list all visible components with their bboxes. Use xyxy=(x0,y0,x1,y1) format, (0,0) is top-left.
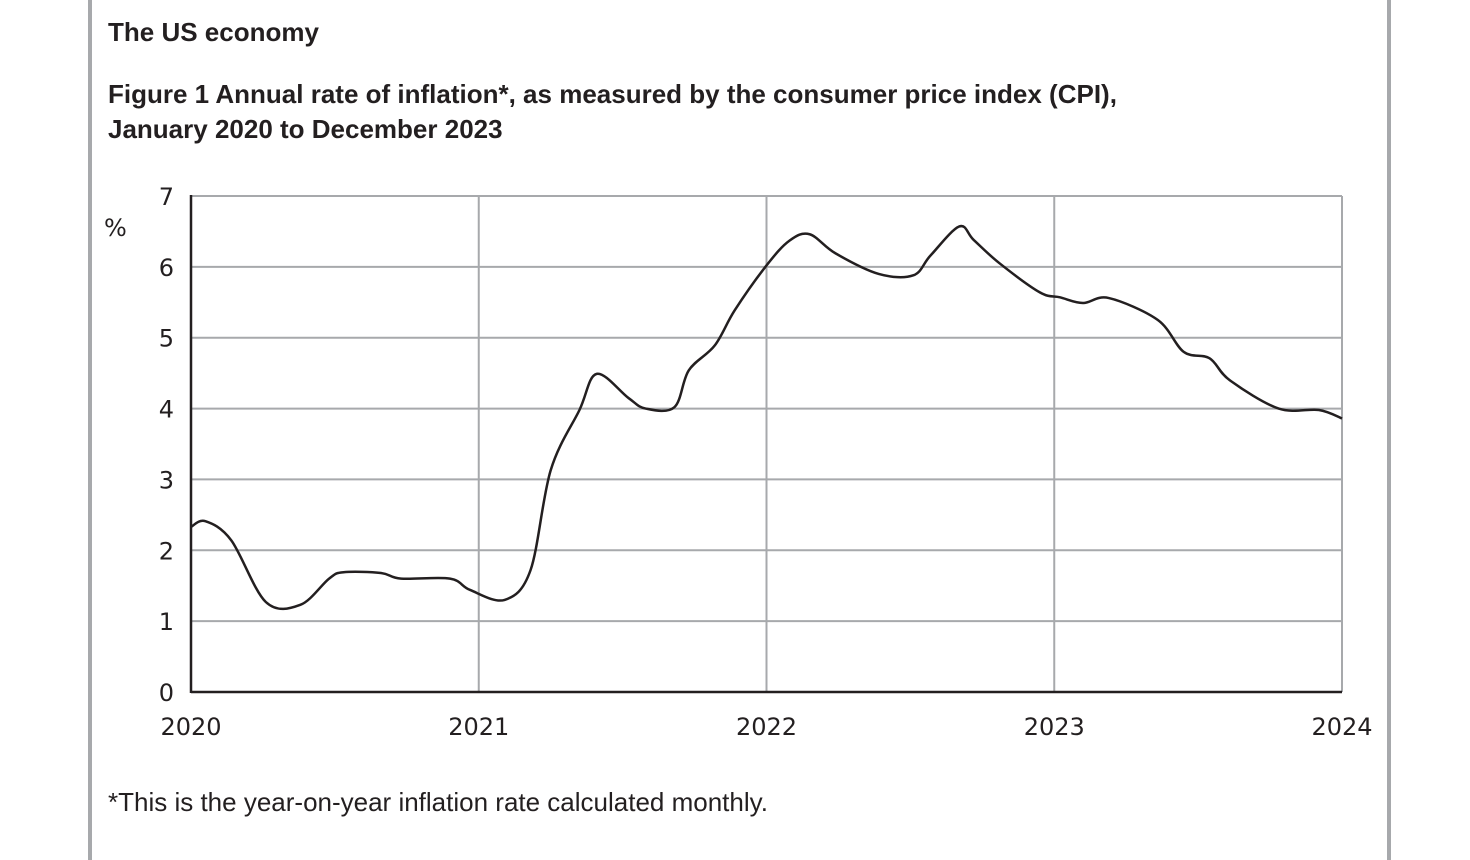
y-tick-label: 3 xyxy=(159,466,174,494)
chart-title: Figure 1 Annual rate of inflation*, as m… xyxy=(108,77,1308,147)
chart-title-line1: Figure 1 Annual rate of inflation*, as m… xyxy=(108,79,1117,109)
y-tick-label: 7 xyxy=(159,183,174,211)
x-tick-label: 2022 xyxy=(736,713,797,741)
footnote: *This is the year-on-year inflation rate… xyxy=(108,787,768,817)
page-border-right xyxy=(1387,0,1391,860)
y-tick-label: 2 xyxy=(159,537,174,565)
y-tick-label: 0 xyxy=(159,679,174,707)
section-heading: The US economy xyxy=(108,17,319,47)
y-axis-label: % xyxy=(104,214,127,242)
y-tick-label: 4 xyxy=(159,396,174,424)
x-tick-label: 2021 xyxy=(448,713,509,741)
series-line-cpi xyxy=(190,224,1343,611)
y-tick-label: 1 xyxy=(159,608,174,636)
x-tick-label: 2023 xyxy=(1024,713,1085,741)
x-tick-label: 2020 xyxy=(160,713,221,741)
x-tick-label: 2024 xyxy=(1311,713,1372,741)
chart-title-line2: January 2020 to December 2023 xyxy=(108,114,503,144)
y-tick-label: 6 xyxy=(159,254,174,282)
y-tick-label: 5 xyxy=(159,325,174,353)
page-border-left xyxy=(88,0,92,860)
